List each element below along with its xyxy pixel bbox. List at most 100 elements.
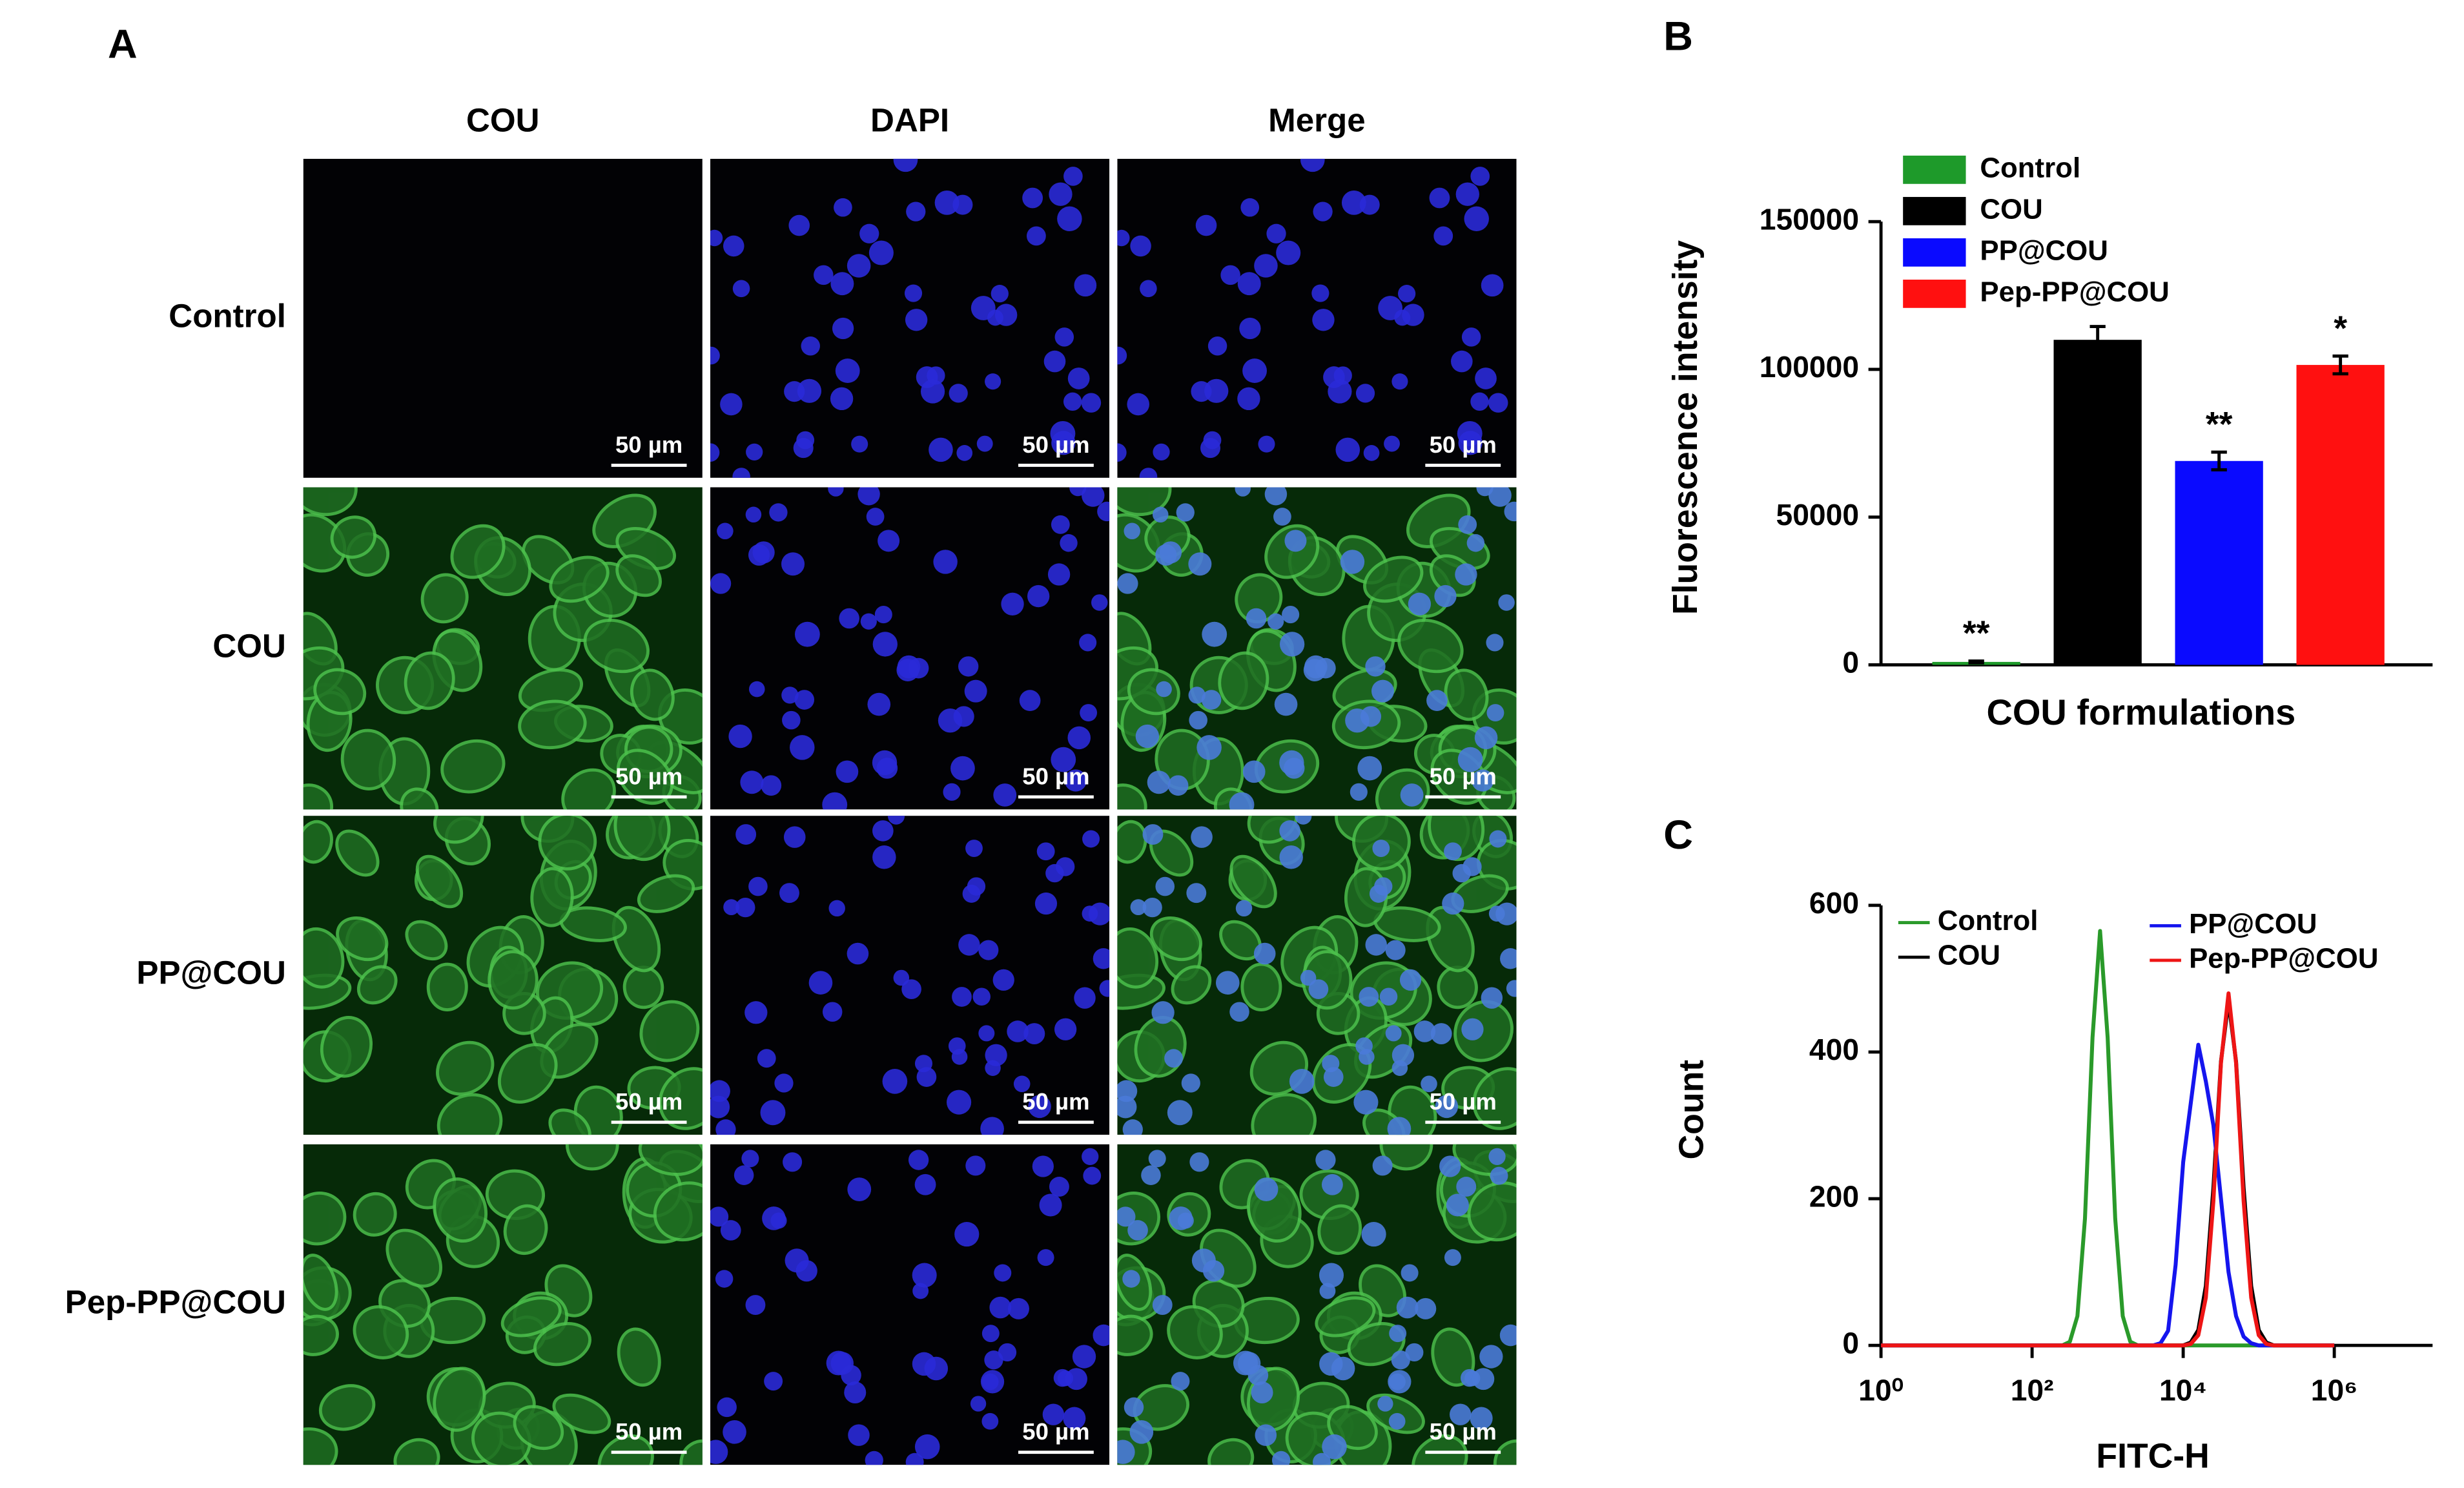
nucleus — [761, 775, 782, 796]
nucleus — [1442, 892, 1464, 915]
cell — [436, 1093, 503, 1135]
nucleus — [1446, 1194, 1469, 1217]
nucleus — [1057, 1370, 1074, 1387]
nucleus — [954, 1222, 980, 1247]
nucleus — [1353, 1090, 1379, 1115]
x-axis-label: FITC-H — [2096, 1438, 2209, 1476]
nucleus — [1049, 1177, 1069, 1197]
cell — [552, 1393, 611, 1434]
nucleus — [1093, 948, 1110, 969]
cell — [1127, 668, 1180, 716]
nucleus — [781, 552, 805, 576]
nucleus — [1372, 840, 1390, 857]
nucleus — [710, 1206, 729, 1227]
nucleus — [1430, 1023, 1452, 1044]
nucleus — [1195, 214, 1217, 236]
nucleus — [1322, 1434, 1347, 1460]
nucleus — [1472, 769, 1494, 792]
nucleus — [1284, 530, 1307, 552]
cell — [318, 1384, 376, 1431]
nucleus — [1387, 1117, 1412, 1135]
nucleus — [1488, 393, 1508, 413]
nucleus — [1399, 969, 1422, 991]
nucleus — [867, 692, 891, 716]
nucleus — [828, 900, 845, 917]
nucleus — [1080, 704, 1098, 722]
nucleus — [859, 223, 879, 243]
nucleus — [1242, 760, 1266, 783]
nucleus — [1435, 1095, 1459, 1119]
cell — [630, 668, 675, 721]
nucleus — [1360, 706, 1382, 727]
nucleus — [1273, 508, 1291, 526]
nucleus — [1176, 503, 1195, 522]
nucleus — [732, 468, 750, 478]
nucleus — [1239, 317, 1261, 340]
nucleus — [1155, 876, 1175, 896]
nucleus — [1229, 1002, 1249, 1022]
nucleus — [1088, 902, 1110, 925]
cell — [303, 820, 333, 864]
nucleus — [1276, 240, 1301, 265]
scale-bar-label: 50 µm — [1022, 1418, 1089, 1445]
nucleus — [1300, 158, 1325, 172]
bar — [2296, 365, 2385, 665]
nucleus — [1129, 1420, 1154, 1444]
nucleus — [757, 1049, 776, 1068]
nucleus — [720, 393, 743, 416]
nucleus — [836, 760, 859, 783]
nucleus — [1240, 198, 1260, 217]
error-bar — [2089, 325, 2106, 355]
nucleus — [1188, 552, 1212, 576]
nucleus — [760, 1100, 786, 1126]
nucleus — [1042, 1403, 1065, 1425]
nucleus — [1074, 987, 1096, 1009]
nucleus — [720, 1220, 741, 1241]
nucleus — [844, 1381, 867, 1404]
nucleus — [794, 621, 820, 647]
nucleus — [1319, 1283, 1336, 1299]
nucleus — [927, 366, 945, 385]
y-tick-label: 400 — [1809, 1033, 1859, 1066]
nucleus — [1164, 1049, 1183, 1068]
cell — [1149, 916, 1203, 962]
nucleus — [934, 190, 960, 215]
scale-bar-label: 50 µm — [615, 1418, 683, 1445]
nucleus — [916, 1067, 937, 1087]
nucleus — [734, 1165, 754, 1185]
nucleus — [1258, 435, 1275, 453]
nucleus — [882, 1069, 908, 1094]
cell — [335, 829, 380, 877]
cell — [1229, 854, 1277, 909]
cell — [513, 1405, 564, 1451]
nucleus — [832, 317, 854, 340]
nucleus — [1363, 445, 1380, 461]
nucleus — [929, 437, 953, 462]
cell — [1453, 1000, 1514, 1062]
nucleus — [1127, 1220, 1148, 1241]
nucleus — [1229, 792, 1255, 810]
nucleus — [723, 899, 739, 916]
nucleus — [1377, 1396, 1393, 1412]
legend-label: Control — [1938, 905, 2038, 936]
nucleus — [924, 1356, 949, 1381]
nucleus — [1479, 1345, 1503, 1369]
scale-bar-label: 50 µm — [615, 431, 683, 458]
nucleus — [1079, 634, 1097, 652]
nucleus — [914, 1434, 940, 1460]
nucleus — [1355, 1037, 1373, 1055]
nucleus — [970, 1396, 987, 1412]
nucleus — [876, 758, 898, 779]
nucleus — [1394, 309, 1411, 326]
nucleus — [1202, 621, 1227, 647]
nucleus — [1476, 487, 1494, 497]
nucleus — [1328, 379, 1352, 404]
nucleus — [746, 443, 763, 460]
cell — [303, 1427, 338, 1465]
nucleus — [1189, 710, 1207, 730]
nucleus — [1315, 1150, 1336, 1170]
cell — [303, 1191, 347, 1246]
nucleus — [830, 272, 854, 296]
nucleus — [1341, 190, 1366, 215]
nucleus — [1063, 392, 1082, 411]
